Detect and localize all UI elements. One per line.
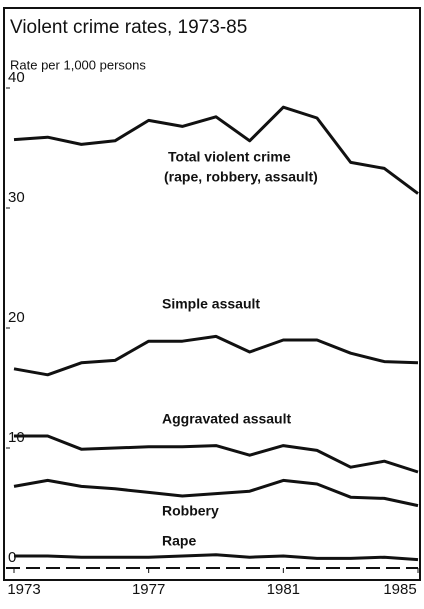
y-tick-label: 40 — [8, 69, 25, 86]
y-axis-label: Rate per 1,000 persons — [10, 57, 146, 72]
y-tick-label: 0 — [8, 549, 16, 566]
x-tick-label: 1973 — [7, 581, 40, 598]
series-label: Rape — [162, 533, 196, 549]
x-tick-label: 1985 — [383, 581, 416, 598]
frame — [3, 7, 421, 581]
series-line — [14, 434, 419, 474]
series-line — [14, 553, 419, 562]
x-tick-label: 1977 — [132, 581, 165, 598]
y-tick-label: 30 — [8, 189, 25, 206]
y-tick-label: 20 — [8, 309, 25, 326]
chart-title: Violent crime rates, 1973-85 — [10, 17, 247, 38]
series-label: Robbery — [162, 503, 219, 519]
series-label: Simple assault — [162, 296, 260, 312]
annotation: (rape, robbery, assault) — [164, 169, 318, 185]
x-tick-label: 1981 — [267, 581, 300, 598]
series-line — [13, 334, 419, 377]
series-line — [13, 478, 419, 508]
series-label: Total violent crime — [168, 149, 291, 165]
series-line — [13, 105, 419, 195]
series-label: Aggravated assault — [162, 411, 291, 427]
